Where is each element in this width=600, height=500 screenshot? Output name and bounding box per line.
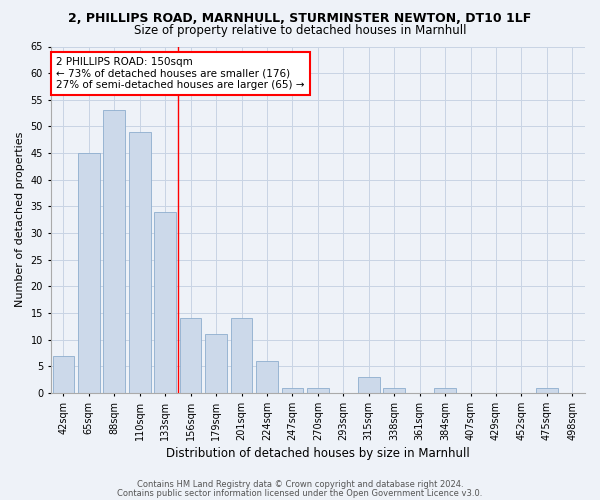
Bar [154, 212, 176, 393]
X-axis label: Distribution of detached houses by size in Marnhull: Distribution of detached houses by size … [166, 447, 470, 460]
Bar [129, 132, 151, 393]
Bar [383, 388, 405, 393]
Bar [103, 110, 125, 393]
Text: Size of property relative to detached houses in Marnhull: Size of property relative to detached ho… [134, 24, 466, 37]
Bar [231, 318, 253, 393]
Bar [358, 377, 380, 393]
Bar [180, 318, 202, 393]
Text: 2 PHILLIPS ROAD: 150sqm
← 73% of detached houses are smaller (176)
27% of semi-d: 2 PHILLIPS ROAD: 150sqm ← 73% of detache… [56, 57, 305, 90]
Text: 2, PHILLIPS ROAD, MARNHULL, STURMINSTER NEWTON, DT10 1LF: 2, PHILLIPS ROAD, MARNHULL, STURMINSTER … [68, 12, 532, 26]
Bar [307, 388, 329, 393]
Bar [53, 356, 74, 393]
Bar [256, 361, 278, 393]
Bar [434, 388, 456, 393]
Text: Contains public sector information licensed under the Open Government Licence v3: Contains public sector information licen… [118, 488, 482, 498]
Bar [78, 153, 100, 393]
Bar [536, 388, 557, 393]
Bar [281, 388, 303, 393]
Bar [205, 334, 227, 393]
Y-axis label: Number of detached properties: Number of detached properties [15, 132, 25, 308]
Text: Contains HM Land Registry data © Crown copyright and database right 2024.: Contains HM Land Registry data © Crown c… [137, 480, 463, 489]
